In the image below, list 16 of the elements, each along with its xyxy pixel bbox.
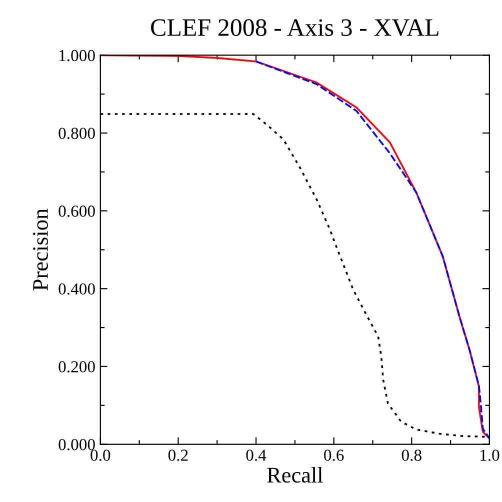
y-tick-label: 1.000: [60, 50, 95, 62]
x-tick-label: 0.6: [324, 450, 344, 461]
y-tick-label: 0.000: [58, 438, 95, 450]
y-axis-title: Precision: [33, 208, 48, 290]
x-tick-label: 0.2: [168, 450, 188, 461]
y-tick-label: 0.600: [58, 206, 95, 217]
x-tick-label: 0.0: [90, 450, 110, 461]
line-series: [255, 60, 490, 440]
y-tick-label: 0.400: [58, 283, 95, 295]
x-tick-label: 1.0: [480, 450, 500, 461]
x-tick-label: 0.4: [246, 450, 266, 461]
x-tick-label: 0.8: [402, 450, 422, 461]
chart-title: CLEF 2008 - Axis 3 - XVAL: [151, 19, 438, 36]
x-axis-title: Recall: [267, 467, 323, 483]
y-tick-label: 0.200: [58, 361, 95, 372]
y-tick-label: 0.800: [58, 128, 95, 140]
